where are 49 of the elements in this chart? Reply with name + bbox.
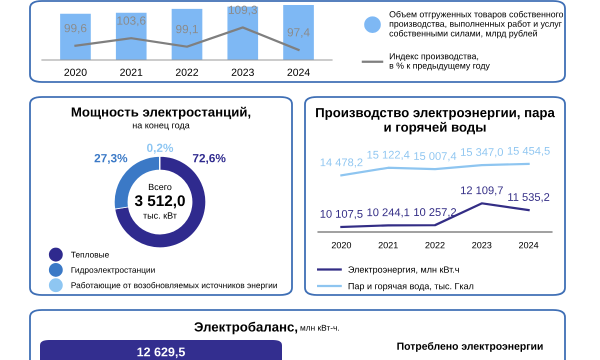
data-label: 15 347,0 xyxy=(461,148,503,158)
text: млн кВт-ч. xyxy=(300,324,339,331)
data-label: 99,1 xyxy=(176,24,198,35)
x-tick-label: 2020 xyxy=(332,242,352,248)
data-label: 10 257,2 xyxy=(414,208,456,218)
data-label: 10 244,1 xyxy=(367,208,410,218)
x-tick-label: 2021 xyxy=(120,68,142,76)
data-label: 109,3 xyxy=(228,6,258,16)
data-label: 27,3% xyxy=(94,154,128,164)
legend-label: Пар и горячая вода, тыс. Гкал xyxy=(348,282,474,292)
text: Всего xyxy=(148,184,172,190)
x-tick-label: 2024 xyxy=(519,242,538,248)
text: 3 512,0 xyxy=(134,195,185,208)
data-label: 15 007,4 xyxy=(414,152,456,162)
data-label: 72,6% xyxy=(192,154,226,164)
data-label: 12 109,7 xyxy=(461,186,503,196)
text: Потреблено электроэнергии xyxy=(397,342,543,352)
bar xyxy=(283,5,314,60)
text: тыс. кВт xyxy=(143,212,177,219)
x-tick-label: 2023 xyxy=(472,242,492,248)
bar xyxy=(60,14,91,60)
data-label: 11 535,2 xyxy=(508,193,550,202)
text: 12 629,5 xyxy=(137,348,185,358)
data-label: 103,6 xyxy=(117,16,146,26)
legend-label: Объем отгруженных товаров собственного производства, выполненных работ и услуг собственными силами, млрд рублей xyxy=(389,10,564,38)
text: Мощность электростанций, xyxy=(72,106,250,120)
x-tick-label: 2021 xyxy=(378,242,398,248)
x-tick-label: 2020 xyxy=(64,68,87,76)
data-label: 97,4 xyxy=(288,28,310,38)
bar xyxy=(227,6,258,60)
text: на конец года xyxy=(132,123,190,130)
legend-label: Тепловые xyxy=(71,252,109,258)
chart-title: Производство электроэнергии, пара и горячей воды xyxy=(316,108,555,134)
bar xyxy=(172,8,202,60)
legend-label: Работающие от возобновляемых источников энергии xyxy=(72,282,277,290)
data-label: 14 478,2 xyxy=(320,158,362,168)
x-tick-label: 2022 xyxy=(176,68,198,76)
x-tick-label: 2023 xyxy=(232,68,254,76)
legend-label: Индекс производства, в % к предыдущему году xyxy=(390,53,490,70)
legend-label: Гидроэлектростанции xyxy=(72,267,155,275)
data-label: 15 454,5 xyxy=(508,146,550,156)
data-label: 99,6 xyxy=(64,24,86,34)
text: Электробаланс, xyxy=(194,322,298,334)
legend-label: Электроэнергия, млн кВт.ч xyxy=(348,266,459,275)
x-tick-label: 2022 xyxy=(425,242,445,248)
data-label: 15 122,4 xyxy=(367,150,410,160)
data-label: 10 107,5 xyxy=(320,210,363,220)
x-tick-label: 2024 xyxy=(287,68,310,76)
data-label: 0,2% xyxy=(147,144,174,154)
